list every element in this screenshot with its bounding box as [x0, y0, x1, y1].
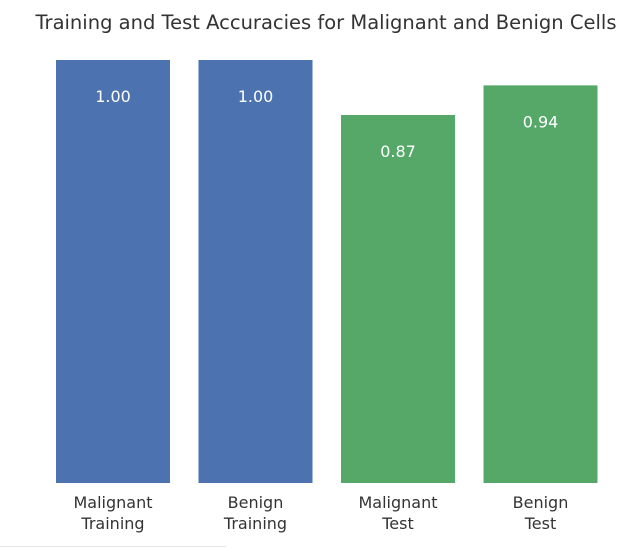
value-label-3: 0.94: [523, 112, 559, 131]
x-tick-label-2: Malignant Test: [358, 493, 437, 533]
value-label-1: 1.00: [238, 87, 274, 106]
x-tick-label-line: Malignant: [73, 493, 152, 512]
x-tick-label-3: Benign Test: [513, 493, 569, 533]
bar-0: [56, 60, 170, 483]
bars-layer: [56, 60, 598, 484]
x-tick-label-line: Benign: [228, 493, 284, 512]
x-tick-label-0: Malignant Training: [73, 493, 152, 533]
bar-2: [341, 114, 455, 484]
value-label-2: 0.87: [380, 142, 416, 161]
value-labels-layer: 1.00 1.00 0.87 0.94: [95, 87, 558, 161]
bar-1: [198, 60, 313, 483]
value-label-0: 1.00: [95, 87, 131, 106]
x-tick-label-1: Benign Training: [223, 493, 287, 533]
bar-3: [483, 85, 598, 483]
x-tick-label-line: Benign: [513, 493, 569, 512]
x-tick-label-line: Training: [223, 514, 287, 533]
chart-title: Training and Test Accuracies for Maligna…: [35, 11, 617, 34]
x-tick-label-line: Training: [80, 514, 144, 533]
x-tick-label-line: Test: [381, 514, 414, 533]
x-tick-label-line: Test: [524, 514, 557, 533]
x-tick-label-line: Malignant: [358, 493, 437, 512]
